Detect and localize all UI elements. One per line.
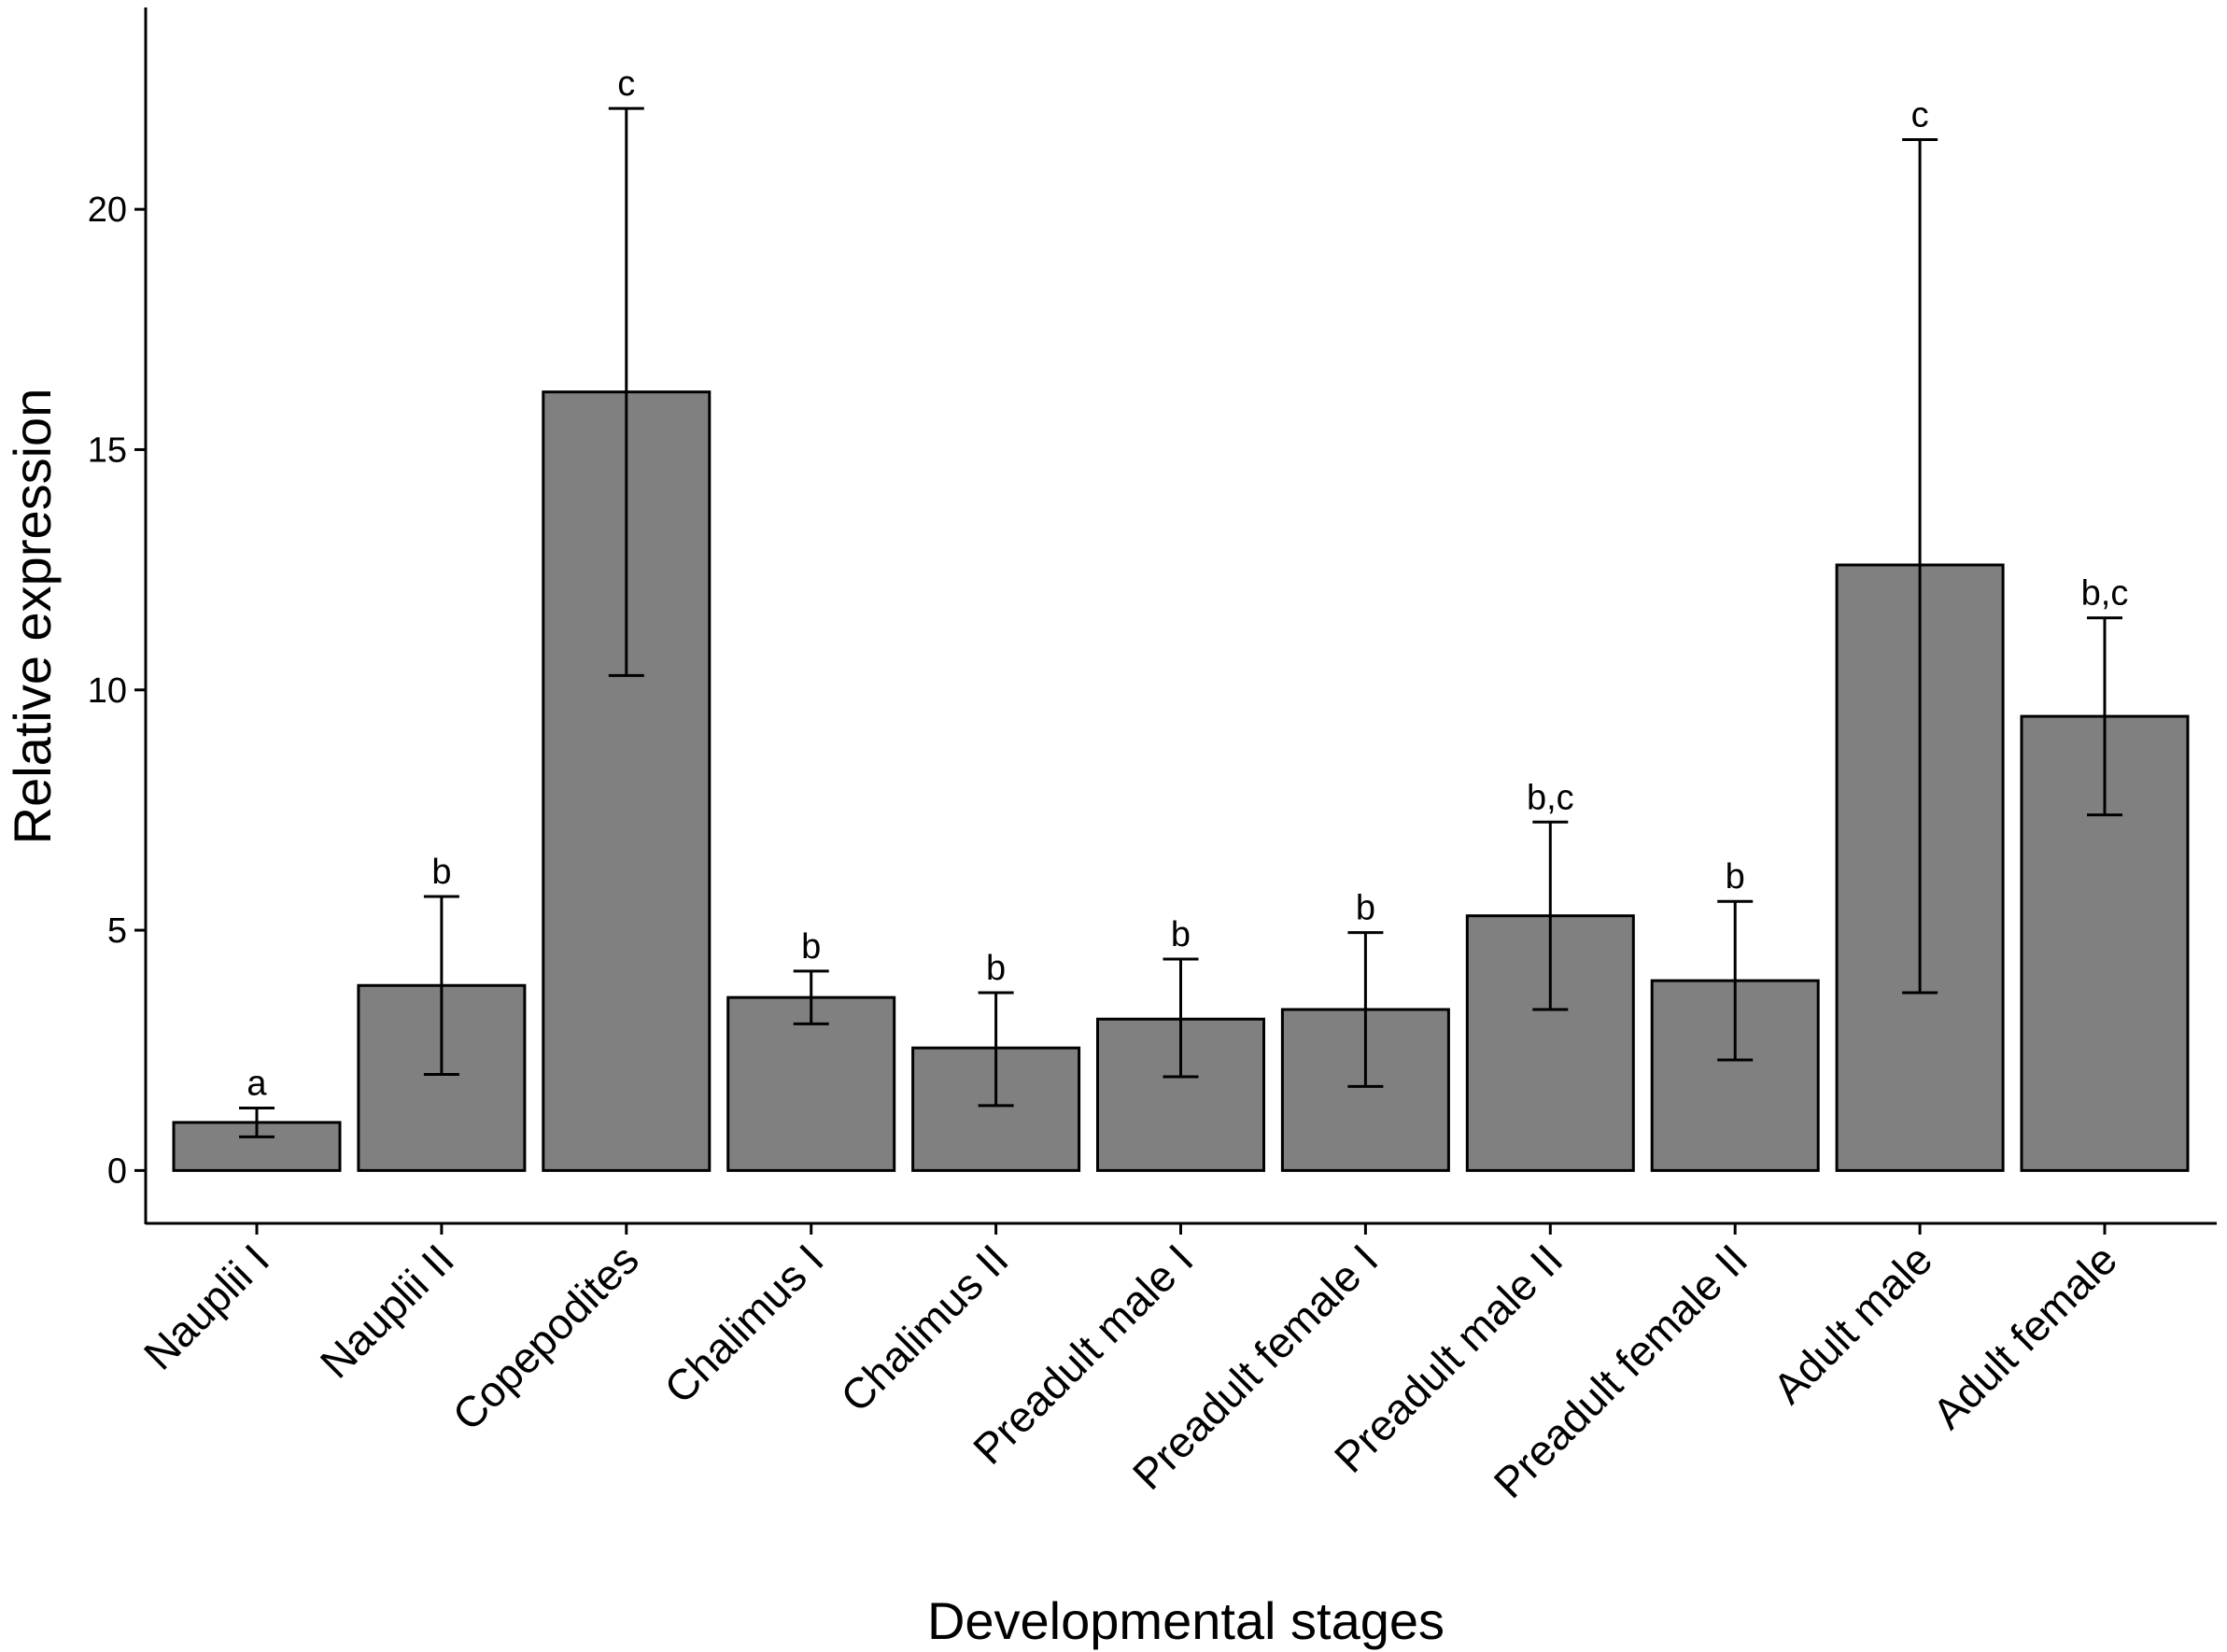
significance-labels-group: a b c b b b b b,c b c b,c (247, 64, 2128, 1103)
significance-label: b,c (1527, 778, 1574, 817)
bar-chalimus-i (726, 995, 896, 1172)
y-tick-label: 20 (88, 191, 127, 230)
significance-label: b (431, 853, 451, 892)
y-ticks-group: 0 5 10 15 20 (88, 191, 146, 1191)
significance-label: b (1726, 857, 1745, 897)
x-tick-label: Chalimus I (655, 1235, 832, 1412)
x-axis-title: Developmental stages (927, 1591, 1445, 1650)
significance-label: b (801, 927, 821, 967)
x-tick-label: Adult male (1764, 1235, 1941, 1412)
significance-label: c (1911, 96, 1929, 135)
significance-label: c (617, 64, 635, 104)
significance-label: b (986, 949, 1006, 988)
y-tick-label: 5 (107, 911, 127, 951)
significance-label: a (247, 1064, 267, 1103)
error-bars-group (239, 106, 2122, 1138)
x-tick-label: Copepodites (443, 1235, 647, 1439)
bar-preadult-female-ii (1650, 979, 1820, 1172)
bar-chalimus-ii (911, 1046, 1081, 1172)
x-tick-label: Nauplii I (134, 1235, 278, 1378)
x-tick-label: Adult female (1923, 1235, 2126, 1438)
y-tick-label: 0 (107, 1151, 127, 1191)
significance-label: b (1356, 889, 1375, 928)
significance-label: b,c (2081, 574, 2129, 614)
y-tick-label: 10 (88, 671, 127, 711)
significance-label: b (1171, 915, 1191, 954)
x-tick-label: Nauplii II (311, 1235, 463, 1387)
x-tick-label: Chalimus II (831, 1235, 1017, 1420)
y-axis-title: Relative expression (3, 388, 62, 845)
y-tick-label: 15 (88, 431, 127, 470)
